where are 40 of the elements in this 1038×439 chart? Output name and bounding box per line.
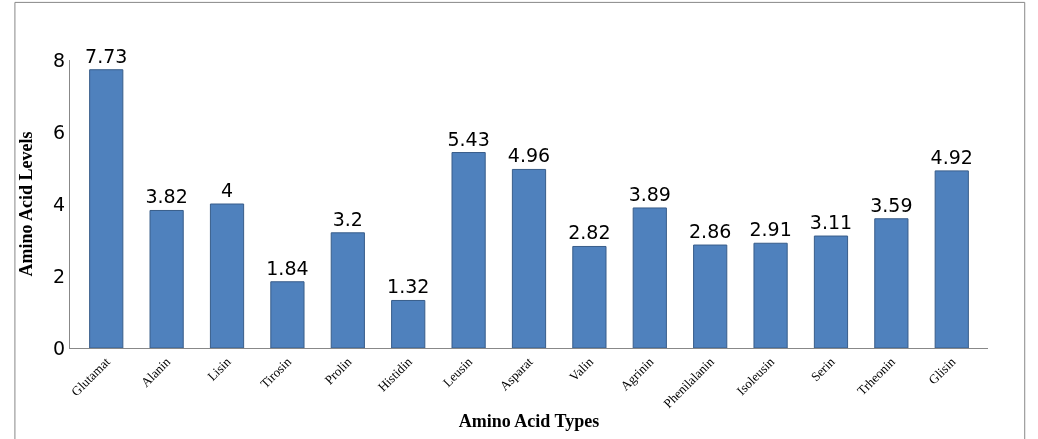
- bar: [270, 281, 305, 348]
- data-label: 3.11: [809, 211, 853, 234]
- data-label: 2.86: [689, 220, 732, 243]
- data-label: 7.73: [85, 44, 128, 67]
- y-tick-label: 6: [53, 120, 66, 143]
- data-label: 2.82: [568, 221, 611, 244]
- data-label: 3.59: [870, 193, 913, 216]
- y-tick-label: 0: [53, 336, 66, 359]
- bar: [934, 170, 969, 348]
- data-label: 4.96: [507, 144, 551, 167]
- data-label: 1.32: [387, 275, 430, 298]
- data-label: 5.43: [447, 127, 490, 150]
- x-tick-label: Valin: [566, 353, 597, 385]
- y-tick-label: 4: [53, 192, 66, 215]
- bar: [753, 242, 788, 348]
- data-label: 2.91: [749, 218, 792, 241]
- bar: [572, 245, 607, 348]
- bar: [632, 207, 667, 348]
- x-axis-title: Amino Acid Types: [458, 410, 600, 431]
- bar: [813, 235, 849, 348]
- y-axis-title: Amino Acid Levels: [16, 131, 37, 277]
- bar: [451, 152, 486, 348]
- y-tick-label: 2: [53, 264, 66, 287]
- bar: [330, 232, 365, 348]
- bar: [693, 244, 728, 348]
- data-label: 1.84: [266, 256, 309, 279]
- y-tick-label: 8: [53, 48, 66, 71]
- bar: [209, 203, 245, 348]
- bar: [511, 168, 547, 348]
- data-label: 4: [220, 179, 234, 201]
- data-label: 3.89: [628, 182, 671, 205]
- x-tick-label: Serin: [807, 353, 839, 385]
- bar: [149, 209, 184, 348]
- data-label: 3.2: [332, 207, 363, 230]
- bar: [391, 299, 426, 348]
- data-label: 4.92: [930, 145, 973, 168]
- data-label: 3.82: [145, 185, 188, 208]
- bar: [874, 218, 909, 348]
- x-tick-label: Lisin: [204, 353, 235, 384]
- bar: [89, 69, 124, 348]
